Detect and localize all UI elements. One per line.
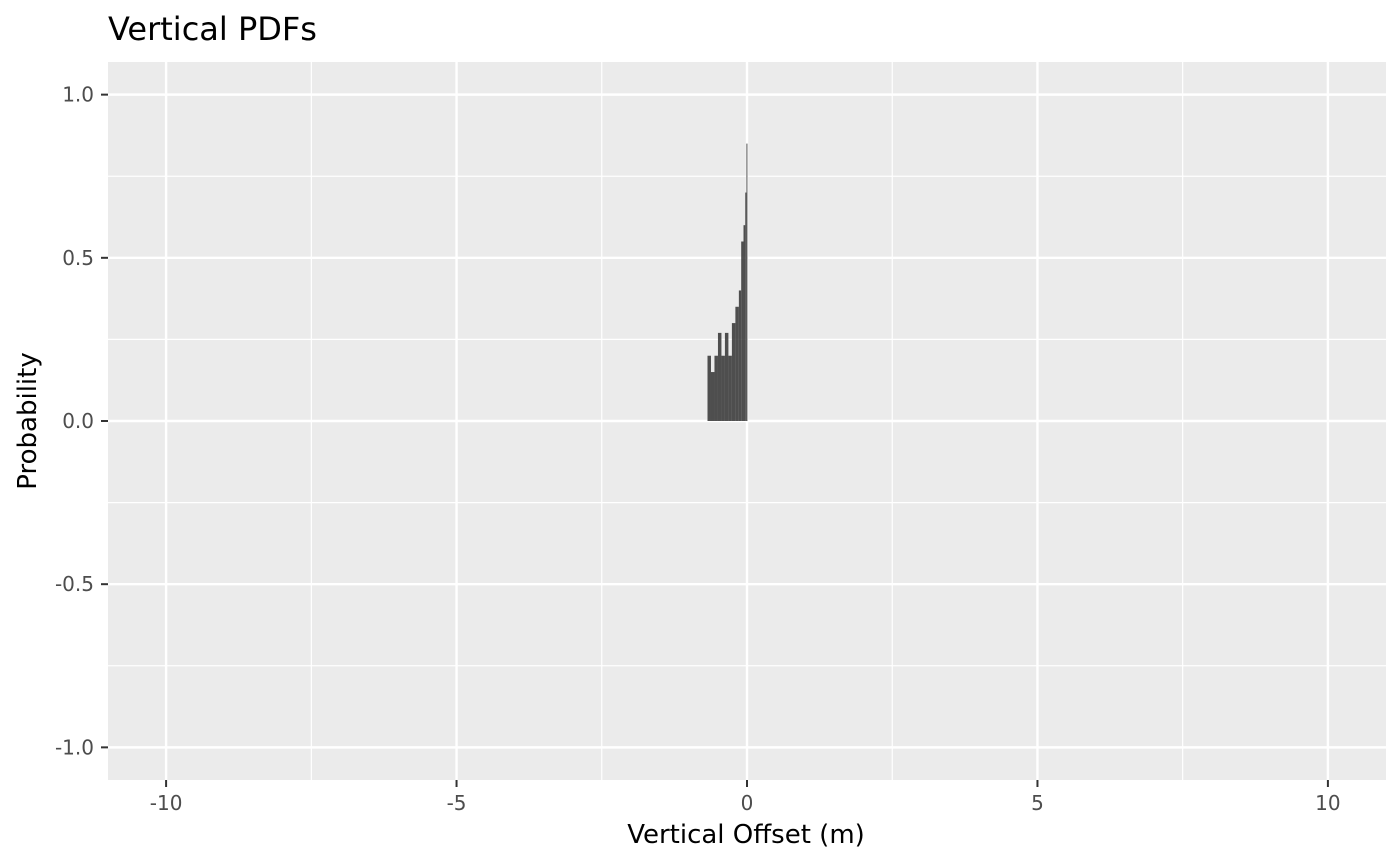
y-tick-label: -0.5 <box>55 572 94 596</box>
x-tick-label: -10 <box>150 791 183 815</box>
x-tick-label: 5 <box>1031 791 1044 815</box>
y-tick-label: 0.0 <box>62 409 94 433</box>
bar <box>745 192 747 421</box>
bar <box>724 332 729 421</box>
bars <box>707 143 748 421</box>
x-tick-label: -5 <box>447 791 467 815</box>
y-tick-label: 1.0 <box>62 83 94 107</box>
y-tick-label: -1.0 <box>55 735 94 759</box>
x-tick-label: 10 <box>1315 791 1340 815</box>
bar <box>738 290 742 421</box>
chart-title: Vertical PDFs <box>108 10 317 48</box>
bar <box>741 241 744 421</box>
bar <box>710 372 715 421</box>
y-axis-title: Probability <box>13 352 43 489</box>
x-tick-label: 0 <box>741 791 754 815</box>
bar <box>746 143 748 421</box>
x-axis: -10 -5 0 5 10 <box>150 780 1341 815</box>
bar <box>717 332 722 421</box>
bar <box>721 355 725 421</box>
bar <box>728 355 732 421</box>
bar <box>731 323 736 421</box>
x-axis-title: Vertical Offset (m) <box>627 820 865 850</box>
bar <box>714 355 718 421</box>
bar <box>743 225 746 421</box>
y-axis: 1.0 0.5 0.0 -0.5 -1.0 <box>55 83 108 759</box>
bar <box>707 355 711 421</box>
y-tick-label: 0.5 <box>62 246 94 270</box>
bar <box>735 306 739 421</box>
